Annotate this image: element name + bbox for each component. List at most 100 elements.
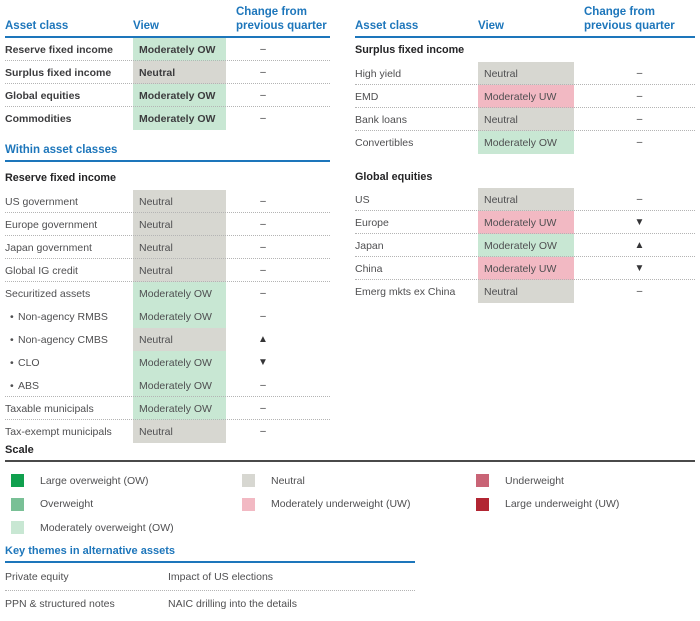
asset-class-label: US government (5, 195, 78, 208)
table-row: EMD Moderately UW – (355, 85, 695, 109)
scale-column-underweight: Underweight Large underweight (UW) (470, 469, 695, 540)
change-indicator: – (260, 44, 266, 56)
view-cell: Moderately UW (478, 257, 574, 281)
asset-class-label-text: Non-agency RMBS (18, 310, 108, 323)
view-cell: Neutral (133, 213, 226, 237)
theme-value: Impact of US elections (168, 570, 274, 583)
change-indicator: – (260, 288, 266, 300)
table-row: Global equities Moderately OW – (5, 84, 330, 108)
change-indicator: – (636, 91, 643, 103)
asset-class-label: Bank loans (355, 113, 407, 126)
view-cell: Neutral (478, 108, 574, 132)
asset-class-label: Global equities (5, 89, 81, 102)
view-cell: Moderately OW (133, 397, 226, 421)
within-asset-classes-table: US government Neutral – Europe governmen… (5, 190, 330, 444)
change-indicator: ▼ (634, 263, 645, 275)
change-indicator: – (260, 219, 266, 231)
asset-class-label: Convertibles (355, 136, 414, 149)
group-global-equities: Global equities US Neutral – Europe Mode… (355, 162, 695, 304)
change-indicator: – (636, 68, 643, 80)
group-subheading: Surplus fixed income (355, 44, 465, 57)
view-cell: Moderately OW (133, 107, 226, 131)
view-cell: Moderately UW (478, 85, 574, 109)
table-row: Convertibles Moderately OW – (355, 131, 695, 155)
right-column: Asset class View Change from previous qu… (355, 6, 695, 304)
right-table-header: Asset class View Change from previous qu… (355, 6, 695, 39)
column-header-view: View (133, 19, 159, 32)
change-indicator: – (636, 194, 643, 206)
theme-row: PPN & structured notes NAIC drilling int… (5, 590, 415, 617)
view-cell: Neutral (478, 280, 574, 304)
column-header-change-line2: previous quarter (584, 19, 675, 32)
legend-label: Moderately overweight (OW) (40, 521, 174, 534)
change-indicator: – (260, 196, 266, 208)
change-indicator: – (260, 311, 266, 323)
view-cell: Moderately OW (478, 131, 574, 155)
legend-swatch (11, 521, 24, 535)
view-cell: Moderately OW (133, 282, 226, 306)
view-cell: Neutral (478, 188, 574, 212)
asset-class-label: Global IG credit (5, 264, 78, 277)
asset-class-label: China (355, 262, 383, 275)
view-cell: Moderately OW (133, 84, 226, 108)
view-cell: Moderately OW (133, 374, 226, 398)
left-column: Asset class View Change from previous qu… (5, 6, 330, 444)
legend-label: Large underweight (UW) (505, 498, 620, 511)
table-row: Securitized assets Moderately OW – (5, 282, 330, 306)
change-indicator: – (260, 380, 266, 392)
column-header-change: Change from previous quarter (574, 6, 695, 33)
view-cell: Moderately OW (133, 38, 226, 62)
asset-class-label: EMD (355, 90, 379, 103)
legend-item: Large overweight (OW) (5, 469, 236, 493)
asset-class-label: Reserve fixed income (5, 43, 113, 56)
asset-class-label: Tax-exempt municipals (5, 425, 112, 438)
table-row: Global IG credit Neutral – (5, 259, 330, 283)
view-cell: Neutral (133, 190, 226, 214)
asset-class-label: Surplus fixed income (5, 66, 112, 79)
legend-item: Neutral (236, 469, 470, 493)
asset-class-label: • Non-agency RMBS (5, 305, 133, 328)
view-cell: Neutral (133, 420, 226, 444)
asset-class-label: Emerg mkts ex China (355, 285, 456, 298)
legend-swatch (11, 474, 24, 488)
scale-title: Scale (5, 444, 695, 462)
legend-label: Neutral (271, 474, 305, 487)
change-indicator: – (260, 403, 266, 415)
scale-columns: Large overweight (OW) Overweight Moderat… (5, 462, 695, 540)
change-indicator: – (260, 67, 266, 79)
asset-class-label-text: ABS (18, 379, 40, 392)
change-indicator: – (636, 286, 643, 298)
column-header-asset-class: Asset class (5, 19, 69, 32)
table-row: US government Neutral – (5, 190, 330, 214)
asset-class-label: Commodities (5, 112, 72, 125)
overview-table: Reserve fixed income Moderately OW – Sur… (5, 38, 330, 131)
view-cell: Neutral (133, 61, 226, 85)
view-cell: Moderately OW (133, 305, 226, 329)
change-indicator: – (260, 113, 266, 125)
asset-class-label: • Non-agency CMBS (5, 328, 133, 351)
table-row: Emerg mkts ex China Neutral – (355, 280, 695, 304)
change-indicator: – (636, 114, 643, 126)
legend-item: Overweight (5, 493, 236, 517)
asset-class-label: Europe government (5, 218, 98, 231)
asset-class-label: • CLO (5, 351, 133, 374)
table-row: • CLO Moderately OW ▼ (5, 351, 330, 375)
column-header-change-line1: Change from (584, 6, 655, 18)
table-row: • Non-agency RMBS Moderately OW – (5, 305, 330, 329)
asset-class-label: Europe (355, 216, 389, 229)
table-row: • Non-agency CMBS Neutral ▲ (5, 328, 330, 352)
column-header-change: Change from previous quarter (226, 6, 330, 33)
bullet-icon: • (10, 310, 14, 323)
table-row: Tax-exempt municipals Neutral – (5, 420, 330, 444)
change-indicator: – (260, 242, 266, 254)
bullet-icon: • (10, 333, 14, 346)
legend-label: Overweight (40, 498, 94, 511)
view-cell: Moderately OW (133, 351, 226, 375)
table-row: Europe government Neutral – (5, 213, 330, 237)
change-indicator: ▲ (634, 240, 645, 252)
table-row: Taxable municipals Moderately OW – (5, 397, 330, 421)
key-themes-section: Key themes in alternative assets Private… (5, 545, 415, 617)
scale-column-neutral: Neutral Moderately underweight (UW) (236, 469, 470, 540)
asset-class-label: • ABS (5, 374, 133, 397)
legend-swatch (242, 474, 255, 488)
